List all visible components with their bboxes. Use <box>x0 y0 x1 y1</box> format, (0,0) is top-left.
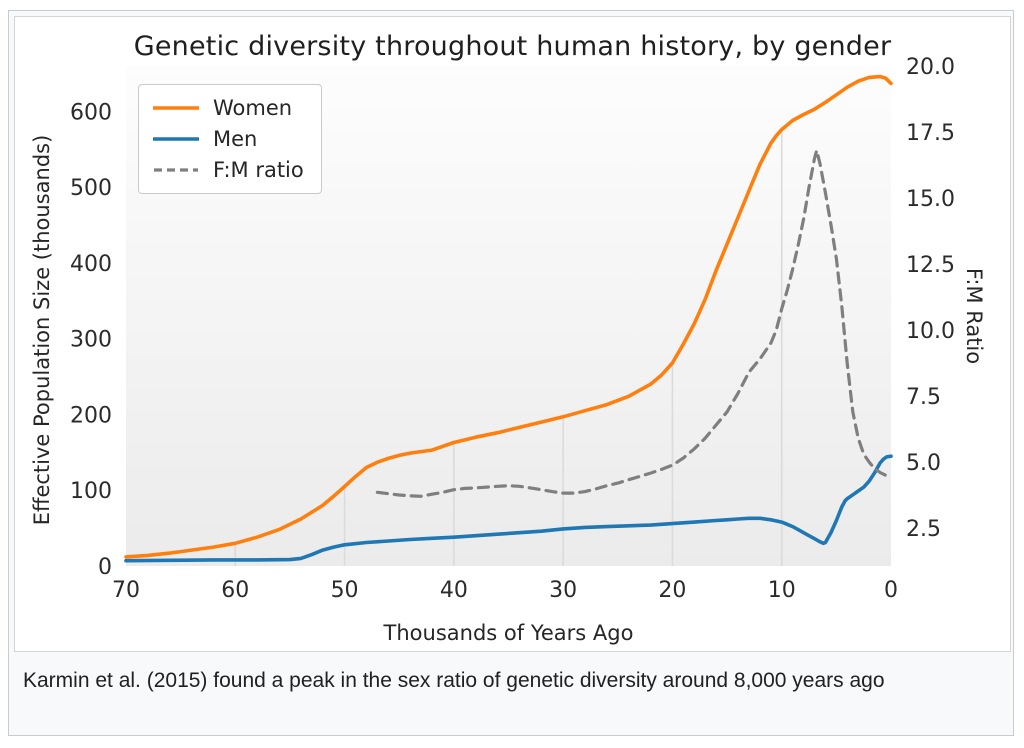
series-line-women <box>124 74 893 559</box>
legend-swatch-women <box>153 106 199 110</box>
legend-swatch-fm-ratio <box>154 168 198 172</box>
x-tick-label: 10 <box>768 578 796 603</box>
x-tick-label: 20 <box>658 578 686 603</box>
y-left-tick-label: 100 <box>70 479 112 504</box>
y-right-tick-label: 2.5 <box>906 517 941 542</box>
series-line-men <box>124 454 893 563</box>
x-tick-label: 0 <box>884 578 898 603</box>
figure-caption: Karmin et al. (2015) found a peak in the… <box>9 652 1013 698</box>
y-axis-left-label: Effective Population Size (thousands) <box>30 134 54 526</box>
series-line-f-m-ratio <box>375 148 893 498</box>
legend-item-women: Women <box>153 96 304 120</box>
x-tick-label: 60 <box>221 578 249 603</box>
y-right-tick-label: 10.0 <box>906 319 955 344</box>
chart-image-frame: 70 60 50 40 30 20 10 0 0 100 200 300 400 500 600 2.5 5.0… <box>14 16 1011 652</box>
y-right-tick-label: 12.5 <box>906 253 955 278</box>
y-axis-right-label: F:M Ratio <box>962 267 986 365</box>
legend-label-women: Women <box>213 96 293 120</box>
y-left-tick-label: 600 <box>70 100 112 125</box>
y-left-tick-label: 0 <box>98 555 112 580</box>
y-right-tick-label: 15.0 <box>906 187 955 212</box>
x-tick-label: 50 <box>331 578 359 603</box>
x-tick-label: 30 <box>549 578 577 603</box>
y-left-tick-label: 300 <box>70 328 112 353</box>
legend-item-men: Men <box>153 127 304 151</box>
x-axis-label: Thousands of Years Ago <box>383 621 634 645</box>
x-tick-label: 40 <box>440 578 468 603</box>
chart-title: Genetic diversity throughout human histo… <box>133 31 892 62</box>
legend-swatch-men <box>153 137 199 141</box>
chart-legend: Women Men F:M ratio <box>138 84 322 194</box>
legend-label-fm-ratio: F:M ratio <box>213 158 304 182</box>
y-right-tick-label: 7.5 <box>906 385 941 410</box>
y-right-tick-label: 20.0 <box>906 55 955 80</box>
y-right-tick-label: 5.0 <box>906 451 941 476</box>
legend-label-men: Men <box>213 127 258 151</box>
figure-caption-text: Karmin et al. (2015) found a peak in the… <box>23 669 885 692</box>
y-right-tick-label: 17.5 <box>906 121 955 146</box>
y-left-tick-label: 400 <box>70 252 112 277</box>
y-left-tick-label: 200 <box>70 403 112 428</box>
x-tick-label: 70 <box>112 578 140 603</box>
figure-thumbnail: 70 60 50 40 30 20 10 0 0 100 200 300 400 500 600 2.5 5.0… <box>8 10 1014 736</box>
y-left-tick-label: 500 <box>70 176 112 201</box>
legend-item-fm-ratio: F:M ratio <box>153 158 304 182</box>
